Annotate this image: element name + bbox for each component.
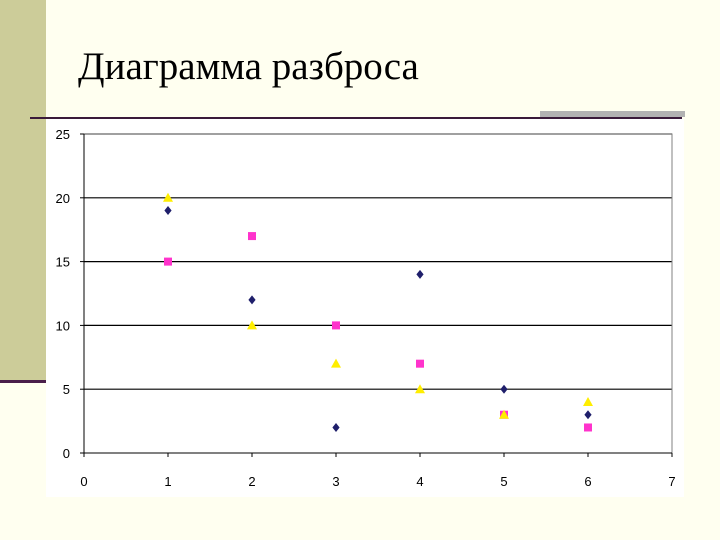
data-point-diamond bbox=[500, 384, 508, 394]
data-point-triangle bbox=[331, 358, 341, 368]
x-tick-label: 6 bbox=[584, 474, 591, 489]
title-rule bbox=[30, 117, 682, 119]
data-point-diamond bbox=[416, 269, 424, 279]
data-point-diamond bbox=[584, 410, 592, 420]
title-rule-accent bbox=[540, 111, 685, 117]
decorative-side-line bbox=[0, 380, 62, 383]
data-point-square bbox=[332, 321, 340, 330]
data-point-square bbox=[416, 359, 424, 368]
data-point-diamond bbox=[164, 206, 172, 216]
data-point-diamond bbox=[332, 422, 340, 432]
x-tick-label: 7 bbox=[668, 474, 675, 489]
data-point-triangle bbox=[583, 396, 593, 406]
data-point-triangle bbox=[247, 320, 257, 330]
y-tick-label: 15 bbox=[56, 255, 70, 270]
chart-background bbox=[46, 119, 684, 497]
data-point-square bbox=[584, 423, 592, 432]
data-point-triangle bbox=[163, 192, 173, 202]
data-point-square bbox=[248, 232, 256, 241]
x-tick-label: 3 bbox=[332, 474, 339, 489]
slide-title: Диаграмма разброса bbox=[78, 45, 419, 88]
data-point-diamond bbox=[248, 295, 256, 305]
data-point-square bbox=[164, 257, 172, 266]
x-tick-label: 0 bbox=[80, 474, 87, 489]
x-tick-label: 1 bbox=[164, 474, 171, 489]
y-tick-label: 10 bbox=[56, 318, 70, 333]
y-tick-label: 20 bbox=[56, 191, 70, 206]
y-tick-label: 5 bbox=[63, 382, 70, 397]
data-point-triangle bbox=[415, 384, 425, 394]
y-tick-label: 25 bbox=[56, 127, 70, 142]
decorative-side-bar bbox=[0, 0, 46, 383]
data-point-triangle bbox=[499, 409, 509, 419]
x-tick-label: 5 bbox=[500, 474, 507, 489]
y-tick-label: 0 bbox=[63, 446, 70, 461]
x-tick-label: 4 bbox=[416, 474, 423, 489]
x-tick-label: 2 bbox=[248, 474, 255, 489]
